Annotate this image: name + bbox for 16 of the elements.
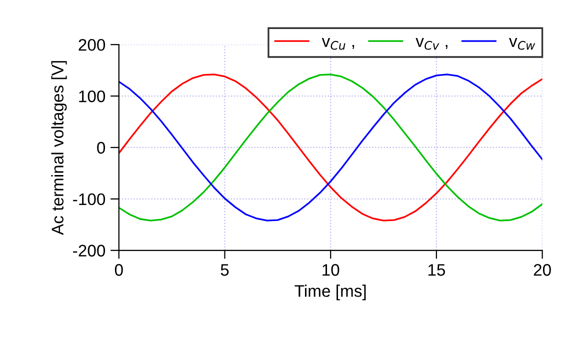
x-tick-label: 15 — [428, 264, 446, 276]
legend-label: v$_{Cw}$ — [509, 38, 536, 50]
x-tick-label: 20 — [534, 264, 551, 276]
x-tick-label: 0 — [114, 264, 123, 276]
line-series — [118, 74, 542, 222]
legend-label: v$_{Cu}$ , — [322, 38, 354, 50]
x-axis-title: Time [ms] — [294, 284, 366, 300]
legend-label: v$_{Cv}$ , — [416, 38, 448, 50]
y-tick-label: -100 — [73, 193, 106, 206]
y-tick-label: 100 — [79, 90, 106, 102]
y-tick-label: 200 — [78, 38, 106, 51]
x-tick-label: 5 — [220, 264, 229, 276]
y-axis-title: Ac terminal voltages [V] — [51, 61, 67, 235]
y-tick-label: 0 — [97, 142, 106, 154]
x-tick-label: 10 — [322, 264, 340, 276]
y-tick-label: -200 — [73, 244, 106, 257]
